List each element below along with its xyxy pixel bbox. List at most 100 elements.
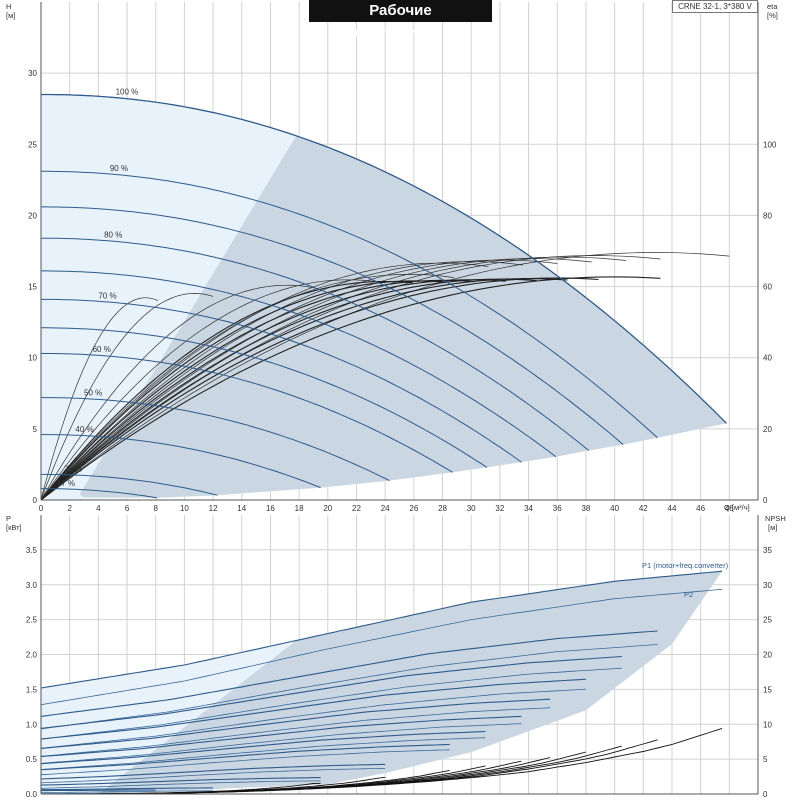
head-curve xyxy=(41,327,488,468)
y-axis-label-head: H xyxy=(6,2,11,11)
power-frame xyxy=(40,515,759,795)
power-chart-panel: 0.0 0.5 1.0 1.5 2.0 2.5 3.0 3.5 0 5 10 15 20 25 30 35 xyxy=(26,515,773,799)
y-axis-unit-npsh: [м] xyxy=(768,523,777,532)
efficiency-curve-sys xyxy=(40,277,599,501)
speed-label: 50 % xyxy=(84,389,102,398)
y-tick-label: 25 xyxy=(28,140,37,149)
x-tick-label: 44 xyxy=(668,504,677,513)
p1-curve xyxy=(40,698,551,749)
x-tick-label: 4 xyxy=(96,504,101,513)
efficiency-curve xyxy=(40,256,627,501)
head-curve xyxy=(41,488,158,499)
head-curve-max xyxy=(41,93,727,424)
p1-curve xyxy=(40,655,622,729)
efficiency-curve xyxy=(40,259,558,501)
efficiency-curve-sys xyxy=(40,280,444,501)
x-tick-label: 30 xyxy=(467,504,476,513)
axis-titles: H [м] eta [%] Q [м³/ч] P [кВт] NPSH [м] … xyxy=(6,2,786,599)
operating-area-dark xyxy=(79,135,727,498)
y-axis-label-power: P xyxy=(6,514,11,523)
x-tick-label: 40 xyxy=(610,504,619,513)
efficiency-curves xyxy=(40,252,730,501)
efficiency-curve xyxy=(40,279,386,501)
x-tick-label: 18 xyxy=(295,504,304,513)
efficiency-curve-sys xyxy=(40,278,537,501)
y-axis-unit-head: [м] xyxy=(6,11,15,20)
power-tick-label: 1.0 xyxy=(26,720,38,729)
npsh-tick-label: 5 xyxy=(763,755,768,764)
head-curve xyxy=(40,434,321,489)
p2-curve xyxy=(40,749,450,776)
p2-curve xyxy=(40,588,723,706)
power-tick-labels: 0.0 0.5 1.0 1.5 2.0 2.5 3.0 3.5 0 5 10 15 20 25 30 35 xyxy=(26,546,773,799)
efficiency-curve xyxy=(40,273,455,501)
x-tick-label: 0 xyxy=(39,504,44,513)
efficiency-curve xyxy=(40,293,214,501)
eta-tick-label: 60 xyxy=(763,283,772,292)
y-tick-label: 10 xyxy=(28,354,37,363)
x-tick-label: 22 xyxy=(352,504,361,513)
p2-curve xyxy=(40,790,214,793)
npsh-tick-label: 15 xyxy=(763,685,772,694)
eta-tick-label: 100 xyxy=(763,140,777,149)
y-tick-label: 0 xyxy=(33,496,38,505)
x-tick-label: 2 xyxy=(67,504,72,513)
p2-curve xyxy=(40,644,658,730)
npsh-tick-label: 35 xyxy=(763,546,772,555)
p1-curve xyxy=(40,777,321,786)
y-tick-label: 30 xyxy=(28,69,37,78)
p2-curve xyxy=(40,737,486,770)
efficiency-curve xyxy=(40,252,730,501)
x-tick-label: 32 xyxy=(495,504,504,513)
head-curve xyxy=(41,170,658,439)
speed-label: 100 % xyxy=(116,88,139,97)
speed-label: 60 % xyxy=(93,345,111,354)
x-tick-label: 10 xyxy=(180,504,189,513)
x-tick-label: 42 xyxy=(639,504,648,513)
p1-curve xyxy=(40,730,486,765)
head-curve xyxy=(41,473,218,496)
speed-label: 80 % xyxy=(104,230,122,239)
p2-curve xyxy=(40,707,551,757)
power-tick-label: 0.5 xyxy=(26,755,38,764)
head-curve xyxy=(41,237,590,451)
x-axis-label: Q [м³/ч] xyxy=(724,503,750,512)
x-tick-label: 38 xyxy=(581,504,590,513)
efficiency-curve xyxy=(40,258,592,501)
p2-curve xyxy=(40,780,321,789)
y-axis-label-eta: eta xyxy=(767,2,778,11)
y-axis-label-npsh: NPSH xyxy=(765,514,786,523)
p1-curve xyxy=(40,763,386,780)
p1-curve xyxy=(40,743,450,771)
head-curve xyxy=(40,352,453,473)
speed-label: 70 % xyxy=(98,291,116,300)
power-tick-label: 2.5 xyxy=(26,616,38,625)
head-curve xyxy=(41,206,624,445)
p1-curve xyxy=(40,630,658,717)
p2-curve xyxy=(40,723,522,764)
x-tick-label: 24 xyxy=(381,504,390,513)
y-tick-label: 20 xyxy=(28,211,37,220)
y-tick-label: 15 xyxy=(28,283,37,292)
x-tick-label: 14 xyxy=(237,504,246,513)
efficiency-curve xyxy=(40,297,159,501)
model-label: CRNE 32-1, 3*380 V xyxy=(672,0,758,13)
x-tick-label: 16 xyxy=(266,504,275,513)
power-tick-label: 3.5 xyxy=(26,546,38,555)
npsh-tick-label: 10 xyxy=(763,720,772,729)
head-frame xyxy=(40,2,759,501)
efficiency-curve-sys xyxy=(40,279,506,501)
speed-label: 25 % xyxy=(64,465,82,474)
power-tick-label: 3.0 xyxy=(26,581,38,590)
y-tick-label: 5 xyxy=(33,425,38,434)
head-tick-labels: 0 2 4 6 8 10 12 14 16 18 20 22 24 26 28 30 32 34 36 38 40 42 4… xyxy=(28,69,777,513)
x-tick-label: 26 xyxy=(409,504,418,513)
efficiency-curve xyxy=(40,284,317,501)
efficiency-curve-sys xyxy=(40,280,413,501)
x-tick-label: 48 xyxy=(725,504,734,513)
head-curves xyxy=(40,93,727,499)
p2-curve xyxy=(40,768,386,784)
npsh-tick-label: 0 xyxy=(763,790,768,799)
